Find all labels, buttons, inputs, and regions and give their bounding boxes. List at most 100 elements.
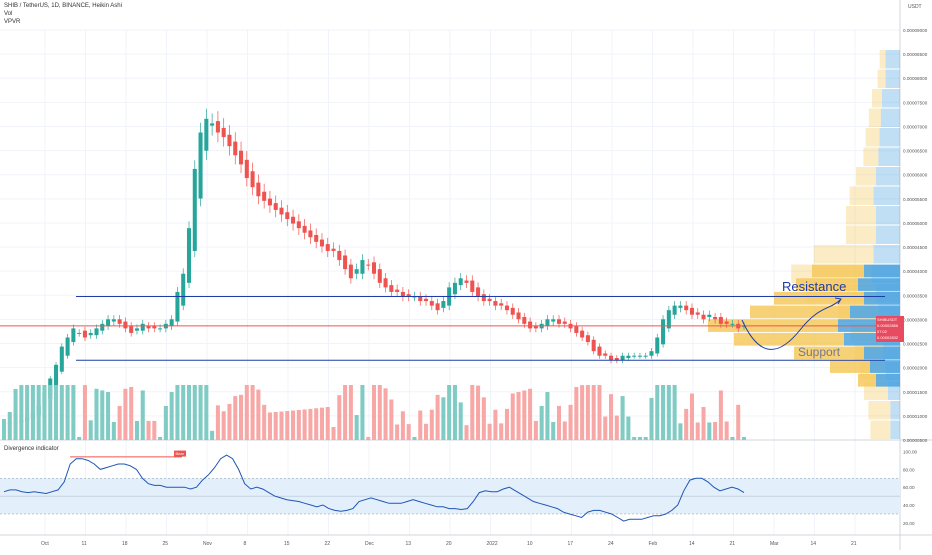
volume-bar — [42, 385, 47, 440]
volume-bar — [77, 437, 82, 440]
candle-body — [562, 321, 567, 324]
volume-bar — [678, 423, 683, 440]
candle-body — [215, 121, 220, 133]
candle-body — [672, 305, 677, 315]
candle-body — [441, 301, 446, 308]
volume-bar — [730, 437, 735, 440]
volume-bar — [7, 412, 12, 440]
osc-tick: 20.00 — [903, 521, 915, 526]
price-tick: 0.00004000 — [903, 269, 928, 274]
candle-body — [175, 291, 180, 322]
volume-bar — [406, 424, 411, 440]
time-tick: Dec — [365, 541, 374, 547]
volume-bar — [244, 385, 249, 440]
candle-body — [152, 326, 157, 329]
candle-body — [256, 182, 261, 197]
vpvr-bar-up — [877, 69, 886, 88]
candle-body — [649, 351, 654, 356]
volume-bar — [470, 385, 475, 440]
volume-bar — [713, 422, 718, 440]
volume-bar — [528, 388, 533, 440]
projection-arrow — [741, 299, 841, 350]
price-tick: 0.00002000 — [903, 366, 928, 371]
volume-bar — [100, 390, 105, 440]
candle-body — [684, 305, 689, 311]
osc-tick: 40.00 — [903, 503, 915, 508]
candle-body — [487, 298, 492, 302]
volume-bar — [366, 437, 371, 440]
candle-body — [285, 212, 290, 220]
volume-bar — [452, 385, 457, 440]
candle-body — [516, 312, 521, 320]
candle-body — [198, 132, 203, 199]
candle-body — [666, 310, 671, 329]
vpvr-value-area-down — [870, 360, 900, 373]
price-tick: 0.00005000 — [903, 221, 928, 226]
vpvr-value-area-down — [858, 278, 900, 291]
price-tick: 0.00000500 — [903, 438, 928, 443]
volume-bar — [481, 397, 486, 440]
bear-label: Bear — [176, 451, 185, 456]
candle-body — [366, 264, 371, 266]
candle-body — [117, 319, 122, 324]
candle-body — [106, 319, 111, 327]
volume-bar — [308, 408, 313, 440]
vpvr-value-area-down — [864, 346, 900, 360]
candle-body — [741, 326, 747, 328]
vpvr-bar-up — [868, 108, 881, 127]
vpvr-value-area-up — [734, 332, 844, 346]
time-tick: 13 — [406, 541, 412, 547]
candle-body — [354, 269, 359, 274]
candle-body — [181, 273, 186, 306]
candle-body — [718, 317, 723, 324]
volume-bar — [65, 385, 70, 440]
volume-bar — [516, 392, 521, 440]
candle-body — [111, 319, 116, 322]
time-tick: 8 — [244, 541, 247, 547]
price-tick: 0.00008000 — [903, 76, 928, 81]
candle-body — [331, 248, 336, 251]
vpvr-bar-up — [856, 167, 876, 186]
osc-tick: 60.00 — [903, 485, 915, 490]
time-tick: 14 — [689, 541, 695, 547]
candle-body — [609, 355, 614, 361]
candle-body — [533, 326, 538, 329]
vpvr-value-area-down — [876, 373, 900, 387]
candle-body — [713, 317, 718, 320]
candle-body — [522, 317, 527, 324]
candle-body — [406, 294, 411, 297]
candle-body — [360, 260, 365, 274]
price-tick: 0.00006500 — [903, 149, 928, 154]
volume-bar — [447, 385, 452, 440]
volume-bar — [464, 425, 469, 440]
candle-body — [337, 250, 342, 261]
candle-body — [186, 228, 192, 283]
price-tick: 0.00002500 — [903, 342, 928, 347]
volume-bar — [614, 415, 619, 440]
osc-tick: 80.00 — [903, 467, 915, 472]
volume-bar — [337, 395, 342, 440]
candle-body — [389, 285, 394, 292]
candle-body — [643, 355, 648, 357]
time-tick: 20 — [446, 541, 452, 547]
candle-body — [603, 353, 608, 356]
candle-body — [545, 319, 550, 327]
vpvr-bar-up — [870, 420, 891, 439]
volume-bar — [718, 390, 723, 440]
price-tick: 0.00007500 — [903, 100, 928, 105]
time-tick: Mar — [770, 541, 779, 547]
candle-body — [395, 289, 400, 292]
volume-bar — [239, 394, 244, 440]
volume-bar — [649, 397, 654, 440]
vpvr-value-area-up — [750, 305, 850, 319]
volume-bar — [493, 409, 498, 440]
candle-body — [239, 150, 244, 165]
volume-bar — [314, 408, 319, 440]
volume-bar — [689, 393, 694, 440]
candle-body — [574, 326, 579, 333]
candle-body — [88, 332, 93, 336]
candle-body — [661, 319, 666, 345]
candle-body — [129, 326, 134, 333]
candle-body — [227, 134, 232, 147]
